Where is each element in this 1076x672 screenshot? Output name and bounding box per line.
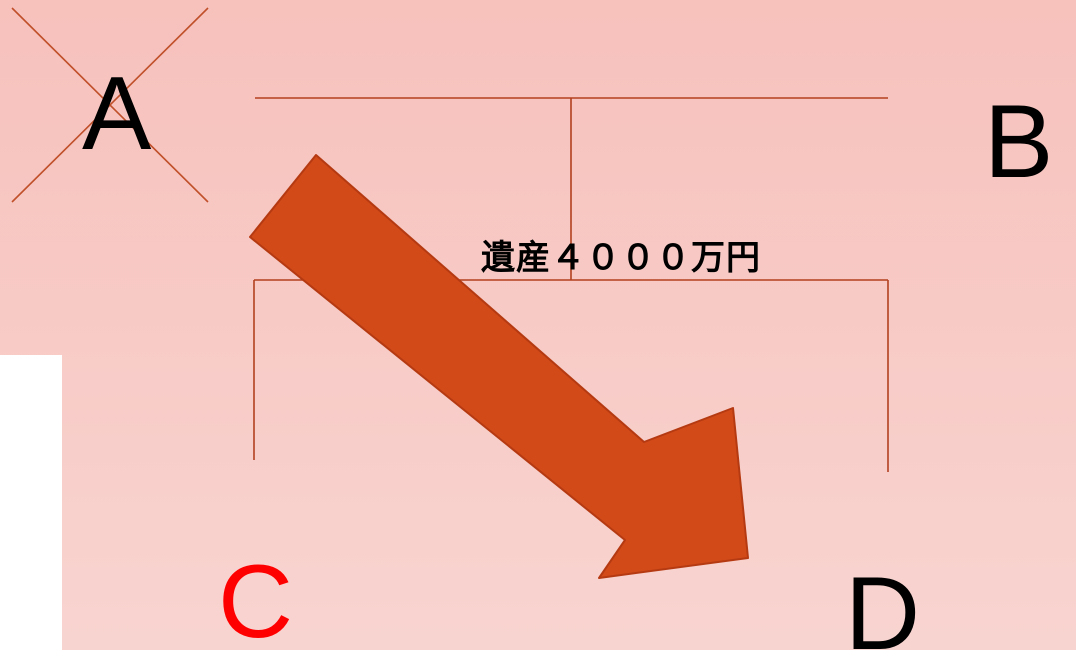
background xyxy=(0,0,1076,650)
node-c-label: C xyxy=(218,544,294,660)
node-d-label: D xyxy=(845,556,921,672)
inheritance-diagram xyxy=(0,0,1076,650)
estate-amount-label: 遺産４０００万円 xyxy=(481,238,761,278)
white-panel xyxy=(0,355,62,650)
node-b-label: B xyxy=(984,84,1054,200)
cross-mark-line-2 xyxy=(11,7,209,203)
inheritance-arrow xyxy=(249,154,749,579)
node-a-label: A xyxy=(82,56,152,172)
